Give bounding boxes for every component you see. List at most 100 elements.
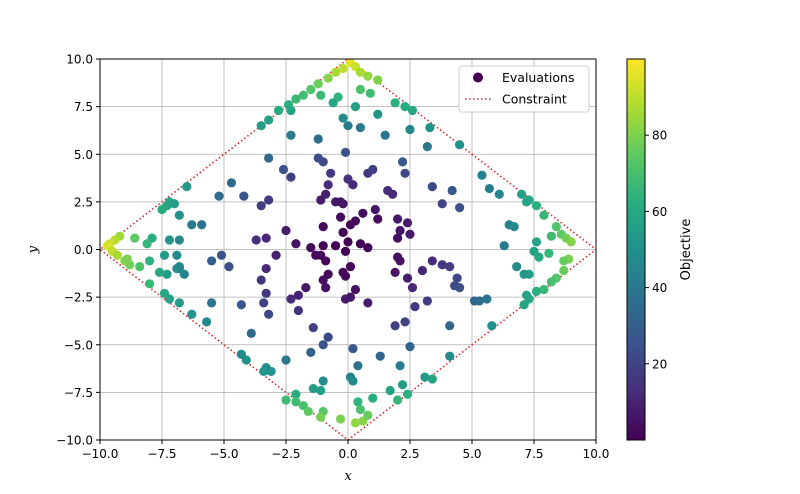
colorbar: 20 40 60 80 Objective [626, 58, 694, 441]
scatter-point [256, 275, 266, 285]
colorbar-tick-label: 40 [652, 281, 667, 295]
scatter-point [353, 361, 363, 371]
scatter-point [350, 102, 361, 112]
scatter-point [445, 351, 455, 361]
scatter-point [390, 98, 400, 108]
scatter-point [445, 262, 455, 272]
scatter-point [207, 256, 217, 266]
scatter-point [417, 265, 427, 276]
scatter-point [328, 98, 338, 108]
colorbar-label: Objective [679, 219, 694, 281]
y-tick-label: −7.5 [64, 386, 93, 400]
scatter-point [395, 225, 405, 236]
scatter-point [281, 225, 291, 236]
scatter-point [323, 332, 333, 342]
scatter-point [291, 397, 301, 407]
legend-label-constraint: Constraint [502, 92, 567, 107]
scatter-point [293, 290, 303, 300]
scatter-point [112, 250, 122, 260]
legend-box [458, 65, 590, 113]
scatter-point [425, 122, 435, 133]
scatter-point [353, 397, 363, 407]
x-tick-label: −5.0 [209, 447, 238, 461]
scatter-point [477, 170, 487, 180]
scatter-point [447, 185, 457, 196]
scatter-point [375, 351, 385, 361]
scatter-point [512, 262, 522, 272]
scatter-point [358, 208, 368, 218]
scatter-point [410, 302, 420, 312]
scatter-point [259, 366, 269, 377]
scatter-point [368, 393, 378, 403]
x-tick-label: 5.0 [462, 447, 481, 461]
scatter-point [169, 199, 179, 209]
scatter-point [400, 317, 410, 327]
scatter-point [487, 321, 497, 331]
scatter-point [264, 153, 274, 163]
scatter-point [355, 404, 365, 415]
scatter-point [370, 204, 380, 215]
y-tick-label: −5.0 [64, 338, 93, 352]
scatter-point [239, 191, 249, 201]
scatter-point [355, 67, 365, 77]
scatter-point [427, 374, 437, 384]
scatter-point [318, 241, 328, 251]
scatter-point [197, 220, 207, 230]
scatter-point [321, 189, 331, 199]
scatter-point [246, 328, 256, 338]
scatter-point [427, 256, 437, 266]
scatter-point [452, 273, 462, 283]
scatter-point [405, 342, 415, 352]
scatter-point [390, 321, 400, 331]
scatter-point [271, 250, 281, 260]
scatter-point [224, 262, 234, 272]
scatter-point [326, 168, 336, 178]
scatter-point [395, 361, 405, 371]
scatter-point [519, 300, 529, 310]
scatter-point [316, 90, 326, 100]
scatter-point [331, 67, 341, 77]
scatter-point [455, 140, 465, 150]
x-tick-label: 7.5 [524, 447, 543, 461]
scatter-point [266, 366, 276, 377]
scatter-point [281, 355, 291, 365]
scatter-point [291, 239, 301, 249]
scatter-point [174, 235, 184, 245]
scatter-point [350, 284, 361, 295]
scatter-point [355, 122, 365, 133]
scatter-point [301, 283, 311, 293]
colorbar-ticks: 20 40 60 80 [645, 129, 667, 371]
scatter-point [422, 142, 432, 152]
scatter-point [455, 283, 465, 293]
scatter-point [261, 233, 271, 243]
scatter-point [437, 260, 447, 270]
y-tick-label: 5.0 [74, 148, 93, 162]
y-tick-label: 0.0 [74, 243, 93, 257]
scatter-point [531, 201, 542, 211]
scatter-point [531, 286, 542, 297]
x-tick-label: −10.0 [82, 447, 119, 461]
scatter-point [259, 298, 269, 308]
scatter-point [335, 414, 346, 424]
scatter-point [363, 298, 373, 308]
scatter-point [365, 88, 375, 98]
x-tick-label: 0.0 [338, 447, 357, 461]
scatter-point [484, 183, 494, 194]
y-tick-label: −10.0 [56, 434, 93, 448]
x-axis-label: x [344, 469, 352, 484]
scatter-point [256, 121, 266, 131]
scatter-point [345, 220, 356, 230]
scatter-point [390, 267, 400, 277]
scatter-point [373, 214, 383, 224]
scatter-point [509, 222, 519, 232]
y-tick-label: 7.5 [74, 100, 93, 114]
colorbar-tick-label: 60 [652, 205, 667, 219]
scatter-point [187, 220, 197, 230]
scatter-point [340, 246, 351, 257]
y-tick-label: 2.5 [74, 195, 93, 209]
scatter-point [278, 164, 289, 175]
scatter-point [202, 317, 212, 327]
scatter-point [499, 241, 509, 251]
scatter-point [445, 321, 455, 331]
scatter-point [338, 63, 348, 74]
